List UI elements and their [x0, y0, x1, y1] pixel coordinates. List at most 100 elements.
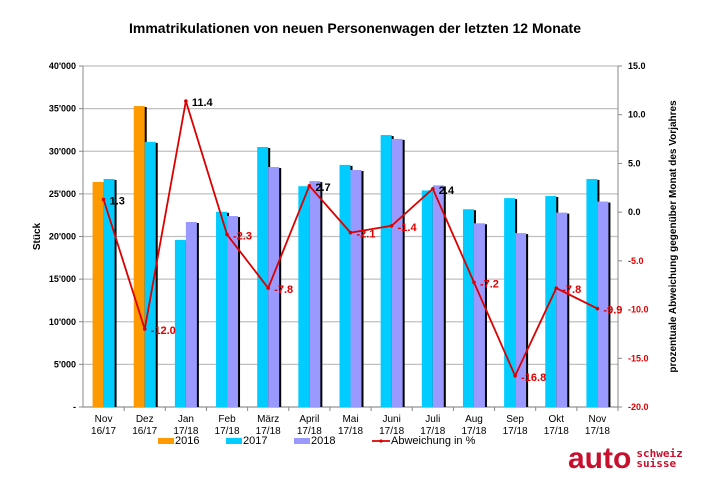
bar-2017	[298, 186, 310, 407]
bar-2018	[556, 212, 568, 407]
bar-2016	[92, 181, 104, 407]
data-label: 2.4	[439, 185, 455, 197]
y-tick-label: 30'000	[49, 146, 76, 156]
bar-2017	[339, 164, 351, 407]
line-point	[101, 197, 106, 202]
x-tick-label: Mai	[342, 414, 358, 425]
bar-2018	[185, 222, 197, 407]
x-tick-label: 17/18	[173, 426, 198, 437]
y2-tick-label: -20.0	[628, 402, 649, 412]
y2-axis-label: prozentuale Abweichung gegenüber Monat d…	[668, 100, 679, 373]
legend-swatch-2016	[158, 438, 174, 444]
x-tick-label: Nov	[589, 414, 607, 425]
bar-2018	[597, 201, 609, 407]
x-tick-label: 17/18	[379, 426, 404, 437]
y-tick-label: 25'000	[49, 189, 76, 199]
x-tick-label: Juli	[425, 414, 440, 425]
x-tick-label: Feb	[218, 414, 236, 425]
data-label: -16.8	[521, 372, 546, 384]
bar-2017	[144, 141, 156, 407]
bar-2017	[504, 198, 516, 407]
y2-tick-label: 15.0	[628, 61, 646, 71]
line-point	[348, 230, 353, 235]
x-tick-label: 16/17	[132, 426, 157, 437]
legend-label: 2016	[175, 435, 199, 447]
line-point	[142, 327, 147, 331]
bar-2016	[133, 106, 145, 407]
y-tick-label: 15'000	[49, 274, 76, 284]
bar-2018	[268, 167, 280, 407]
data-label: -7.8	[274, 284, 293, 296]
bar-2018	[432, 185, 444, 407]
y2-tick-label: 10.0	[628, 110, 646, 120]
legend-swatch-2017	[226, 438, 242, 444]
x-tick-label: Aug	[465, 414, 483, 425]
bar-2018	[515, 233, 527, 407]
y-tick-label: -	[73, 402, 76, 412]
bar-2017	[216, 211, 228, 407]
logo-line1: schweiz	[636, 447, 683, 460]
bar-2017	[586, 178, 598, 407]
data-label: 2.7	[315, 182, 330, 194]
y-tick-label: 35'000	[49, 104, 76, 114]
bar-2017	[257, 146, 269, 408]
y-tick-label: 20'000	[49, 232, 76, 242]
y2-tick-label: 5.0	[628, 158, 641, 168]
bar-2018	[473, 223, 485, 407]
logo-line2: suisse	[636, 457, 677, 470]
x-tick-label: 16/17	[91, 426, 116, 437]
data-label: -7.8	[562, 284, 581, 296]
y2-tick-label: -10.0	[628, 305, 649, 315]
y2-tick-label: -5.0	[628, 256, 644, 266]
legend-swatch-2018	[294, 438, 310, 444]
x-tick-label: März	[257, 414, 279, 425]
x-tick-label: 17/18	[297, 426, 322, 437]
legend-line-marker	[379, 439, 383, 443]
x-tick-label: 17/18	[215, 426, 240, 437]
x-tick-label: 17/18	[585, 426, 610, 437]
y2-tick-label: -15.0	[628, 353, 649, 363]
legend-label: 2017	[243, 435, 267, 447]
data-label: -9.9	[603, 305, 622, 317]
x-tick-label: 17/18	[338, 426, 363, 437]
bar-2017	[380, 135, 392, 408]
bar-2017	[103, 178, 115, 407]
bar-2017	[421, 190, 433, 407]
bar-2018	[227, 216, 239, 407]
data-label: -2.1	[357, 229, 376, 241]
auto-schweiz-logo: auto schweiz suisse	[568, 442, 683, 475]
y-tick-label: 40'000	[49, 61, 76, 71]
bar-2017	[462, 209, 474, 407]
data-label: -2.3	[233, 231, 252, 243]
x-tick-label: 17/18	[256, 426, 281, 437]
bar-2018	[350, 170, 362, 407]
x-tick-label: 17/18	[503, 426, 528, 437]
line-point	[472, 280, 476, 285]
logo-sub: schweiz suisse	[636, 447, 683, 470]
line-point	[184, 99, 188, 103]
line-point	[389, 223, 394, 228]
x-tick-label: Okt	[548, 414, 564, 425]
x-tick-label: 17/18	[420, 426, 445, 437]
x-tick-label: Jan	[178, 414, 194, 425]
x-tick-label: 17/18	[461, 426, 486, 437]
y2-tick-label: 0.0	[628, 207, 641, 217]
logo-main: auto	[568, 442, 632, 475]
line-point	[266, 286, 270, 290]
data-label: 11.4	[192, 97, 214, 109]
x-tick-label: April	[299, 414, 319, 425]
line-point	[307, 184, 312, 188]
line-point	[513, 374, 517, 378]
x-tick-label: 17/18	[544, 426, 569, 437]
y-tick-label: 10'000	[49, 317, 76, 327]
legend-label: 2018	[311, 435, 335, 447]
x-tick-label: Nov	[95, 414, 113, 425]
bar-2017	[174, 239, 186, 407]
line-point	[225, 232, 229, 237]
x-tick-label: Juni	[382, 414, 400, 425]
line-point	[554, 286, 559, 290]
line-point	[431, 186, 435, 191]
data-label: -1.4	[398, 222, 418, 234]
y-axis-label: Stück	[32, 222, 43, 250]
x-tick-label: Dez	[136, 414, 154, 425]
